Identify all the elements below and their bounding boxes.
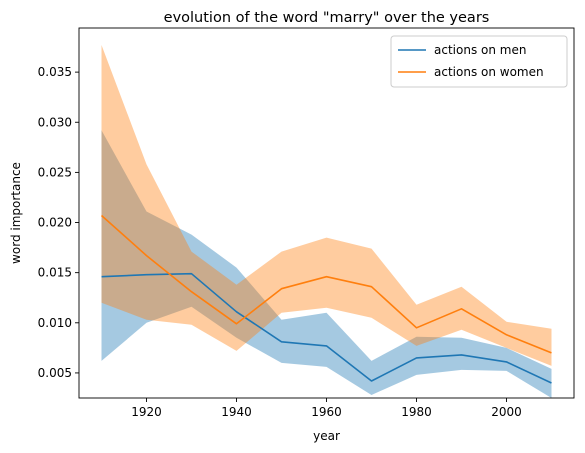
y-tick-label: 0.005 [38,366,72,380]
x-axis: 1920 1940 1960 1980 2000 [131,398,522,419]
y-axis-label: word importance [9,162,23,264]
y-tick-label: 0.035 [38,65,72,79]
confidence-band-women [101,45,552,366]
chart-title: evolution of the word "marry" over the y… [164,10,490,26]
legend-label-women: actions on women [434,65,544,79]
x-tick-label: 2000 [491,405,522,419]
x-axis-label: year [313,429,340,443]
y-axis: 0.005 0.010 0.015 0.020 0.025 0.030 0.035 [38,65,79,380]
y-tick-label: 0.020 [38,216,72,230]
y-tick-label: 0.010 [38,316,72,330]
series-line-women [100,214,552,354]
legend: actions on men actions on women [390,35,568,88]
series-line-men [101,272,552,384]
y-tick-label: 0.025 [38,165,72,179]
y-tick-label: 0.015 [38,266,72,280]
x-tick-label: 1980 [401,405,432,419]
legend-box [390,35,568,88]
series-lines [100,214,552,384]
x-tick-label: 1960 [311,405,342,419]
x-tick-label: 1940 [221,405,252,419]
y-tick-label: 0.030 [38,115,72,129]
confidence-bands [101,45,552,399]
confidence-band-men [101,130,552,399]
x-tick-label: 1920 [131,405,162,419]
legend-label-men: actions on men [434,43,526,57]
